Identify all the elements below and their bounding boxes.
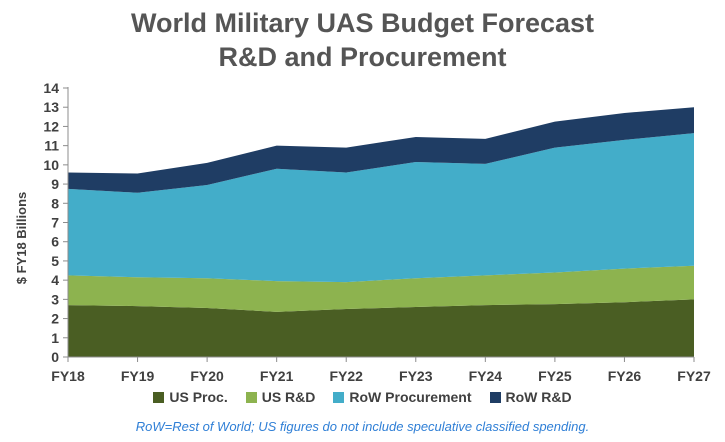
x-tick-label: FY18 [51,368,85,384]
area-series-us-proc [68,299,694,357]
legend-item-us-proc: US Proc. [153,389,228,405]
legend-label-us-proc: US Proc. [169,389,228,405]
area-series-row-r-d [68,107,694,193]
x-tick-label: FY21 [260,368,294,384]
area-series-row-procurement [68,133,694,283]
legend-swatch-row-rnd [489,391,501,403]
legend-swatch-row-procurement [333,391,345,403]
legend-label-us-rnd: US R&D [261,389,316,405]
legend-label-row-procurement: RoW Procurement [349,389,472,405]
area-series-us-r-d [68,265,694,312]
y-tick-label: 7 [51,215,59,231]
legend-swatch-us-rnd [245,391,257,403]
y-tick-label: 12 [43,118,59,134]
y-tick-label: 2 [51,311,59,327]
y-tick-label: 4 [51,272,59,288]
x-tick-label: FY20 [190,368,224,384]
x-tick-label: FY27 [677,368,711,384]
legend-item-row-procurement: RoW Procurement [333,389,472,405]
legend-item-us-rnd: US R&D [245,389,316,405]
chart-title-line-1: World Military UAS Budget Forecast [130,8,595,38]
x-tick-label: FY25 [538,368,572,384]
y-tick-label: 9 [51,176,59,192]
y-tick-label: 6 [51,234,59,250]
y-tick-label: 0 [51,349,59,365]
legend-item-row-rnd: RoW R&D [489,389,572,405]
y-tick-label: 5 [51,253,59,269]
y-tick-label: 8 [51,195,59,211]
x-tick-label: FY26 [608,368,642,384]
y-tick-label: 10 [43,157,59,173]
y-tick-label: 14 [43,80,59,96]
x-tick-label: FY24 [469,368,503,384]
area-series-group [68,107,694,357]
chart-title-line-2: R&D and Procurement [218,42,507,72]
x-tick-label: FY22 [329,368,363,384]
legend: US Proc. US R&D RoW Procurement RoW R&D [0,389,725,405]
y-tick-label: 13 [43,99,59,115]
legend-swatch-us-proc [153,391,165,403]
y-tick-label: 3 [51,291,59,307]
chart-footnote: RoW=Rest of World; US figures do not inc… [135,419,590,434]
x-tick-label: FY19 [121,368,155,384]
y-tick-label: 11 [44,138,59,154]
x-tick-label: FY23 [399,368,433,384]
legend-label-row-rnd: RoW R&D [505,389,572,405]
y-tick-label: 1 [51,330,59,346]
y-axis-label: $ FY18 Billions [14,192,29,284]
